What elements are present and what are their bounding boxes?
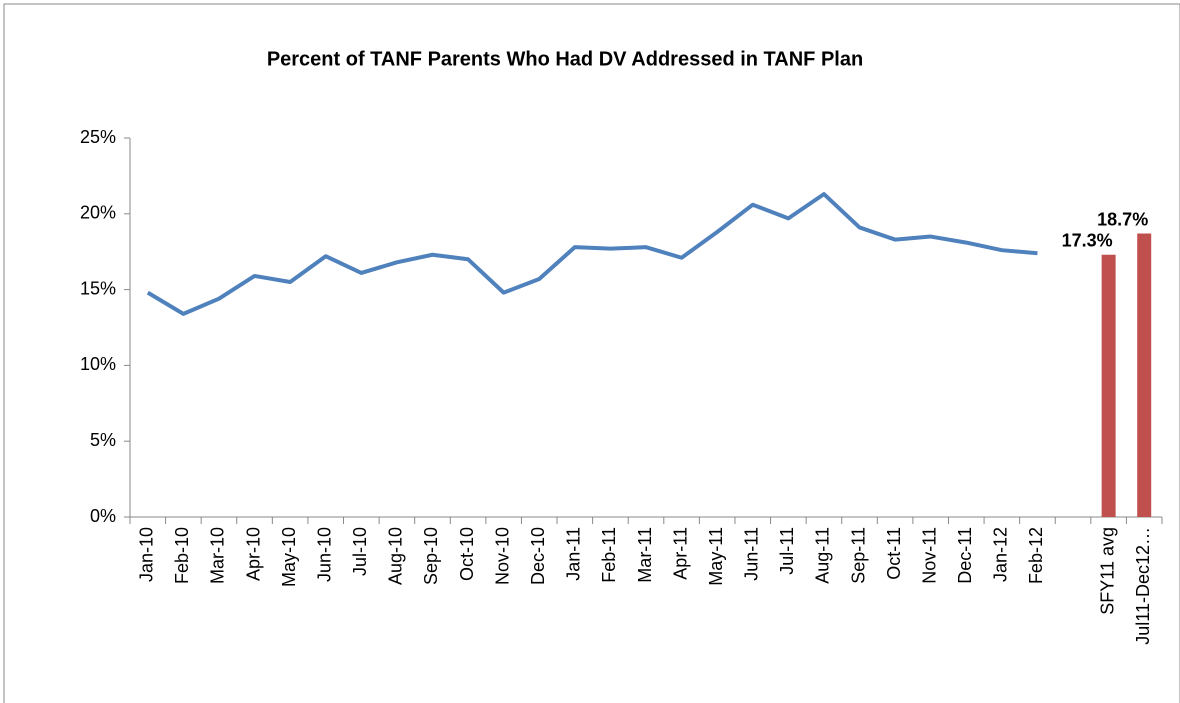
y-tick-label: 15% (80, 278, 116, 298)
x-tick-label: Aug-10 (386, 527, 406, 585)
x-tick-label: Feb-11 (599, 527, 619, 583)
x-tick-label: May-10 (279, 527, 299, 587)
y-tick-label: 0% (90, 506, 116, 526)
bar (1101, 254, 1116, 517)
y-tick-label: 20% (80, 203, 116, 223)
x-tick-label: Jun-11 (742, 527, 762, 581)
x-tick-label: Mar-10 (208, 527, 228, 584)
x-tick-label: Nov-10 (492, 527, 512, 585)
y-tick-label: 10% (80, 354, 116, 374)
value-label: 17.3% (1062, 230, 1113, 250)
x-tick-label: Jul11-Dec12… (1133, 527, 1153, 645)
x-tick-label: Jul-11 (777, 527, 797, 575)
x-tick-label: Jan-10 (137, 527, 157, 582)
x-tick-label: Sep-10 (421, 527, 441, 585)
chart-title: Percent of TANF Parents Who Had DV Addre… (267, 48, 863, 70)
y-tick-label: 25% (80, 127, 116, 147)
x-tick-label: Jan-11 (564, 527, 584, 581)
x-tick-label: Jan-12 (991, 527, 1011, 582)
x-tick-label: Dec-11 (955, 527, 975, 584)
x-tick-label: Sep-11 (848, 527, 868, 584)
chart-border (3, 3, 1180, 703)
line-series (146, 192, 1038, 316)
value-label: 18.7% (1097, 209, 1148, 229)
x-tick-label: Apr-11 (670, 527, 690, 580)
x-tick-label: May-11 (706, 527, 726, 586)
x-tick-label: Jun-10 (314, 527, 334, 582)
x-tick-label: SFY11 avg (1097, 527, 1117, 615)
x-tick-label: Aug-11 (813, 527, 833, 584)
x-tick-label: Oct-11 (884, 527, 904, 580)
x-tick-label: Apr-10 (243, 527, 263, 581)
x-tick-label: Feb-10 (172, 527, 192, 584)
x-tick-label: Oct-10 (457, 527, 477, 581)
bar (1137, 233, 1152, 517)
y-tick-label: 5% (90, 430, 116, 450)
x-tick-label: Mar-11 (635, 527, 655, 583)
x-tick-label: Jul-10 (350, 527, 370, 576)
x-tick-label: Feb-12 (1026, 527, 1046, 584)
x-tick-label: Nov-11 (919, 527, 939, 584)
x-tick-label: Dec-10 (528, 527, 548, 585)
